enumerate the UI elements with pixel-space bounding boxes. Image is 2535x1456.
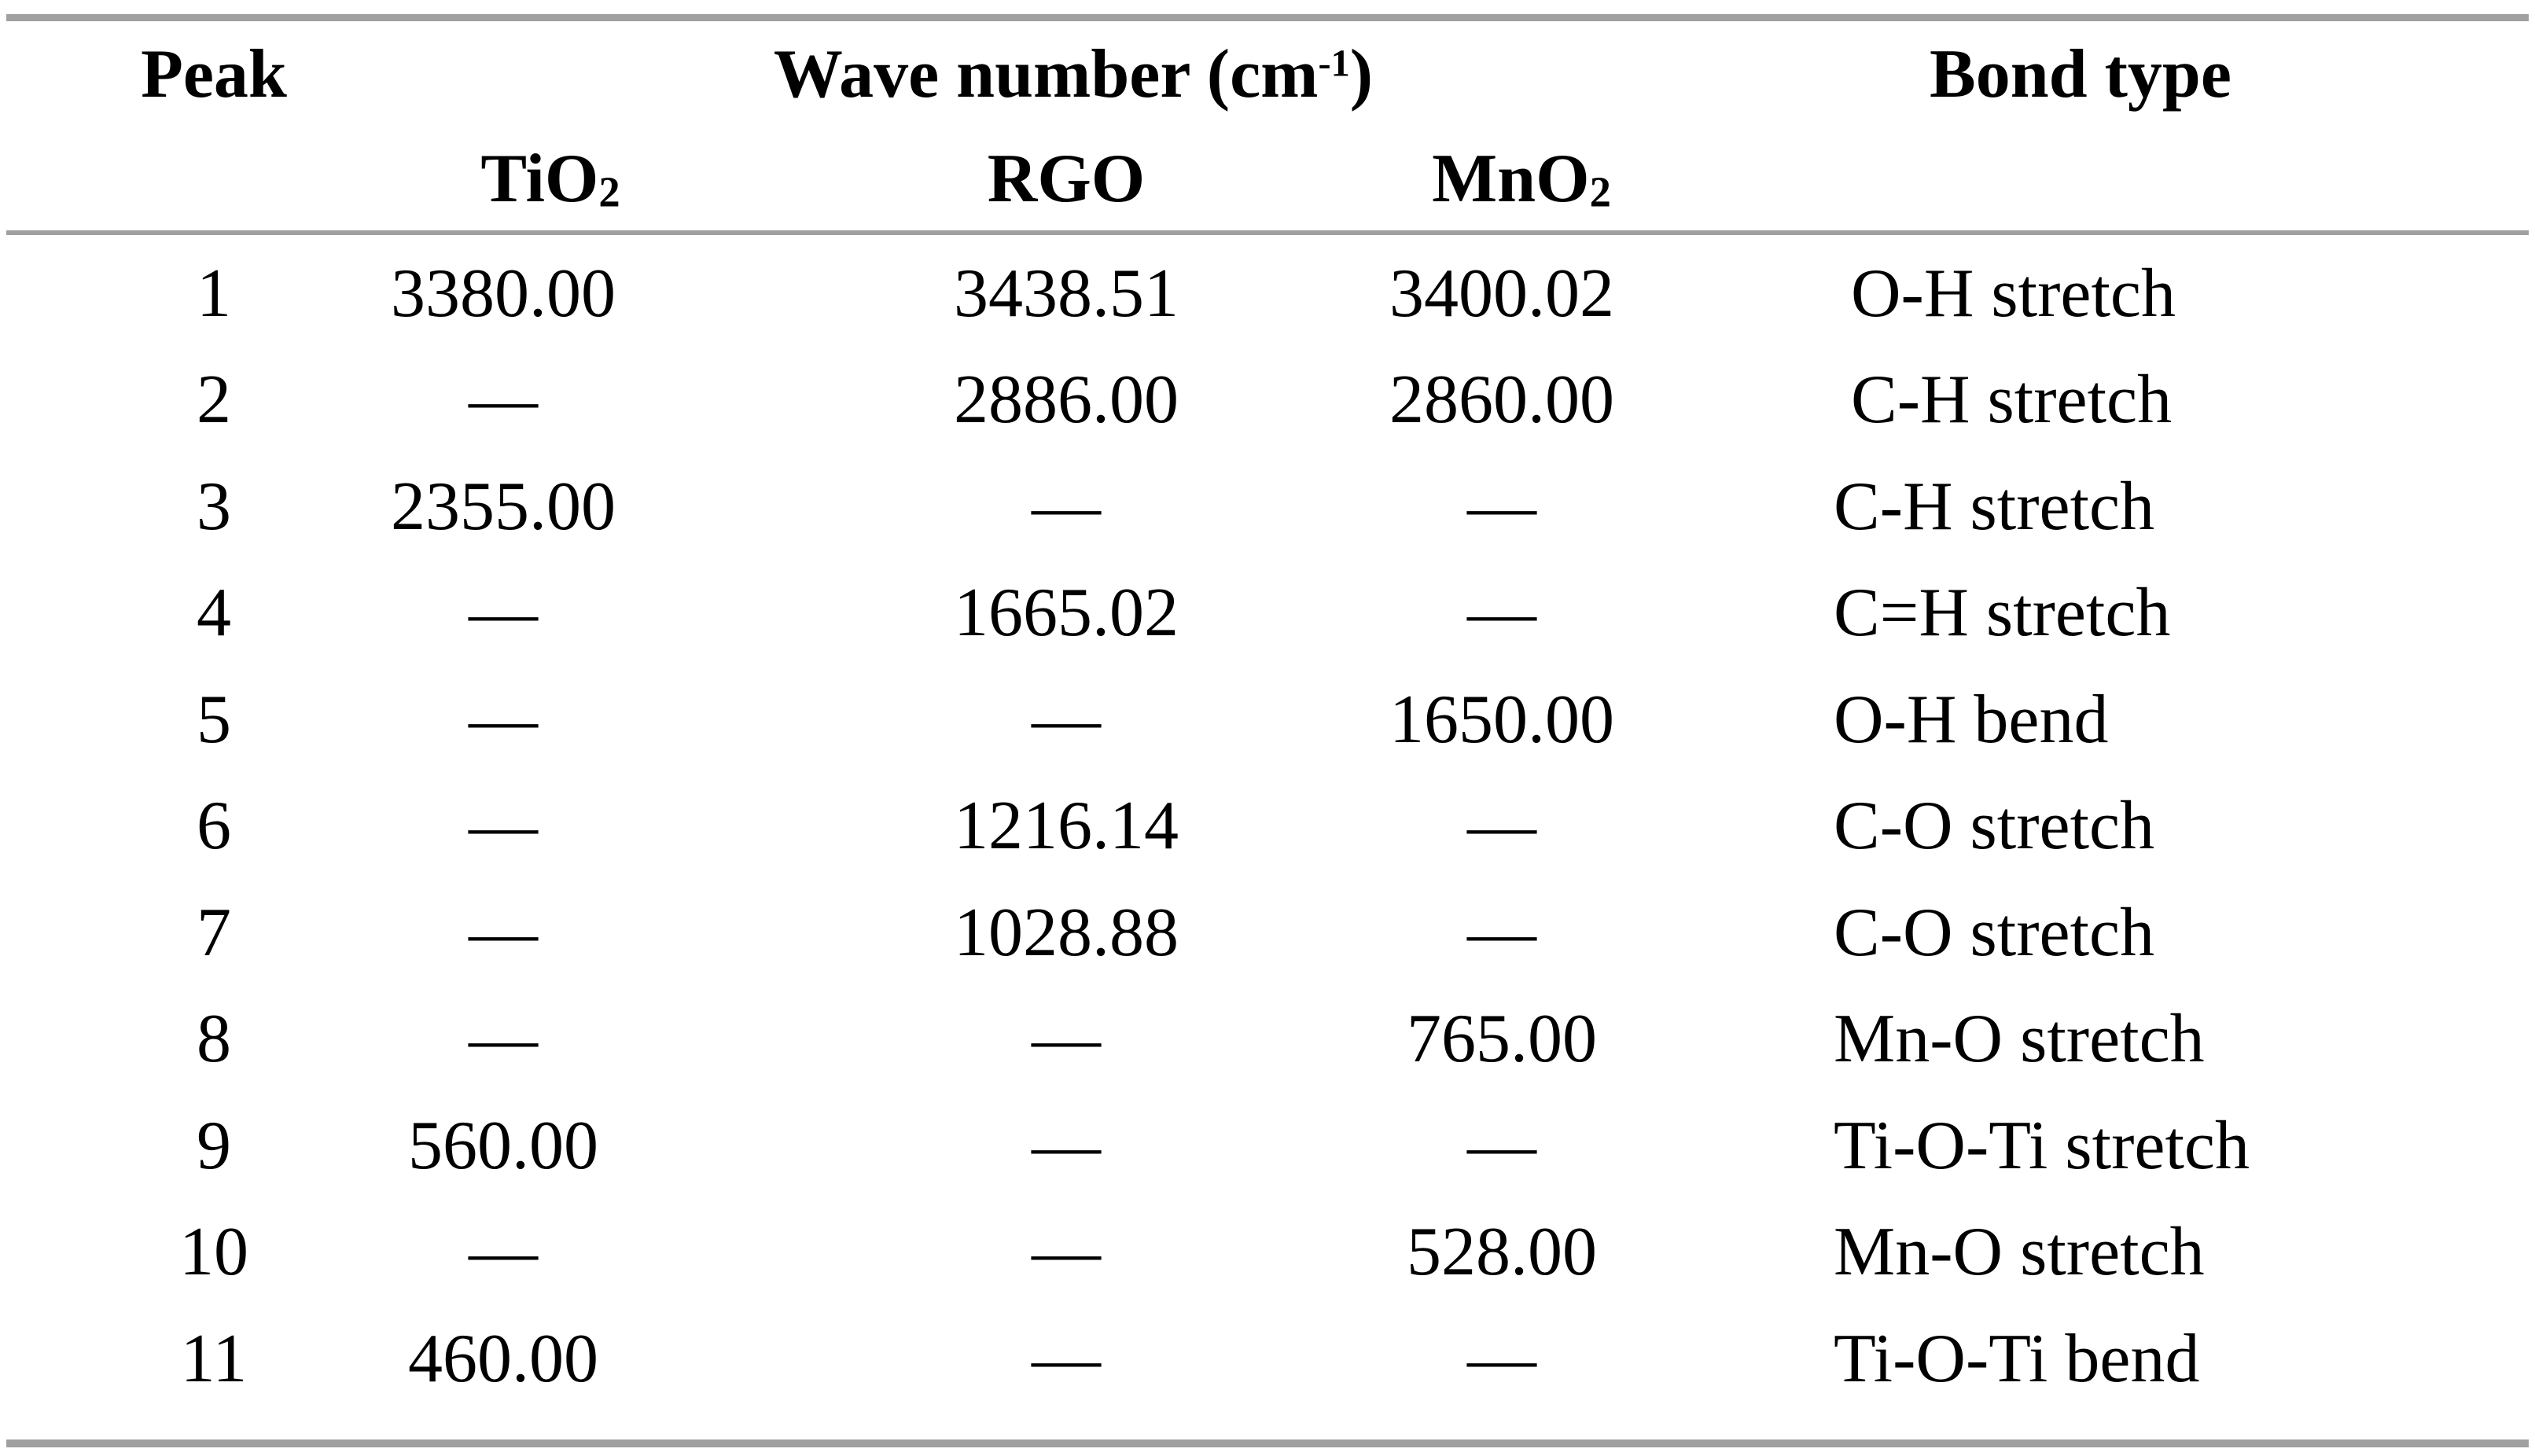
- peak-number: 4: [197, 575, 231, 652]
- rgo-wavenumber: —: [1032, 1001, 1101, 1078]
- bond-type-value: C-O stretch: [1834, 894, 2155, 971]
- table-row: 2 — 2886.00 2860.00 C-H stretch: [0, 347, 2535, 454]
- table-row: 3 2355.00 — — C-H stretch: [0, 454, 2535, 561]
- peak-number: 3: [197, 468, 231, 545]
- rgo-wavenumber: 1028.88: [954, 894, 1179, 971]
- tio2-formula: TiO: [480, 140, 599, 217]
- rgo-wavenumber: 1665.02: [954, 575, 1179, 652]
- tio2-wavenumber: —: [469, 1214, 538, 1291]
- tio2-wavenumber: —: [469, 894, 538, 971]
- rgo-wavenumber: —: [1032, 468, 1101, 545]
- tio2-wavenumber: —: [469, 575, 538, 652]
- table-top-border: [6, 14, 2529, 21]
- table-row: 4 — 1665.02 — C=H stretch: [0, 561, 2535, 667]
- peak-number: 6: [197, 788, 231, 865]
- wave-number-header-close: ): [1349, 36, 1374, 112]
- peak-column-header: Peak: [141, 36, 287, 112]
- bond-type-value: C-O stretch: [1834, 788, 2155, 865]
- tio2-subscript: 2: [598, 167, 620, 216]
- table-body: 1 3380.00 3438.51 3400.02 O-H stretch 2 …: [0, 235, 2535, 1413]
- mno2-wavenumber: —: [1467, 1320, 1536, 1397]
- rgo-wavenumber: —: [1032, 1320, 1101, 1397]
- tio2-wavenumber: 560.00: [408, 1107, 598, 1184]
- table-row: 11 460.00 — — Ti-O-Ti bend: [0, 1306, 2535, 1413]
- tio2-wavenumber: —: [469, 681, 538, 758]
- table-row: 1 3380.00 3438.51 3400.02 O-H stretch: [0, 241, 2535, 347]
- table-row: 5 — — 1650.00 O-H bend: [0, 667, 2535, 774]
- rgo-wavenumber: 3438.51: [954, 255, 1179, 332]
- tio2-wavenumber: —: [469, 362, 538, 439]
- mno2-column-header: MnO2: [1317, 144, 1726, 216]
- wave-number-superscript: -1: [1318, 42, 1350, 85]
- mno2-wavenumber: —: [1467, 894, 1536, 971]
- wave-number-header: Wave number (cm-1): [680, 40, 1466, 109]
- mno2-wavenumber: —: [1467, 1107, 1536, 1184]
- bond-type-value: C=H stretch: [1834, 575, 2171, 652]
- tio2-wavenumber: —: [469, 1001, 538, 1078]
- mno2-wavenumber: —: [1467, 575, 1536, 652]
- peak-number: 2: [197, 362, 231, 439]
- bond-type-value: Ti-O-Ti bend: [1834, 1320, 2200, 1397]
- tio2-wavenumber: 460.00: [408, 1320, 598, 1397]
- peak-number: 10: [179, 1214, 248, 1291]
- wave-number-header-text: Wave number (cm: [773, 36, 1319, 112]
- table-row: 6 — 1216.14 — C-O stretch: [0, 774, 2535, 881]
- bond-type-value: O-H stretch: [1834, 255, 2176, 332]
- mno2-wavenumber: —: [1467, 468, 1536, 545]
- peak-number: 7: [197, 894, 231, 971]
- bond-type-value: Mn-O stretch: [1834, 1214, 2205, 1291]
- mno2-wavenumber: 1650.00: [1389, 681, 1614, 758]
- rgo-wavenumber: —: [1032, 681, 1101, 758]
- mno2-wavenumber: 3400.02: [1389, 255, 1614, 332]
- peak-number: 8: [197, 1001, 231, 1078]
- mno2-subscript: 2: [1589, 167, 1611, 216]
- peak-number: 5: [197, 681, 231, 758]
- tio2-wavenumber: —: [469, 788, 538, 865]
- rgo-wavenumber: 1216.14: [954, 788, 1179, 865]
- mno2-wavenumber: 528.00: [1407, 1214, 1597, 1291]
- table-row: 8 — — 765.00 Mn-O stretch: [0, 987, 2535, 1094]
- rgo-wavenumber: —: [1032, 1107, 1101, 1184]
- bond-type-value: Mn-O stretch: [1834, 1001, 2205, 1078]
- bond-type-value: C-H stretch: [1834, 362, 2173, 439]
- rgo-wavenumber: 2886.00: [954, 362, 1179, 439]
- bond-type-value: O-H bend: [1834, 681, 2109, 758]
- bond-type-value: Ti-O-Ti stretch: [1834, 1107, 2250, 1184]
- mno2-wavenumber: 2860.00: [1389, 362, 1614, 439]
- mno2-wavenumber: 765.00: [1407, 1001, 1597, 1078]
- tio2-wavenumber: 3380.00: [391, 255, 616, 332]
- peak-number: 11: [180, 1320, 248, 1397]
- tio2-wavenumber: 2355.00: [391, 468, 616, 545]
- table-row: 7 — 1028.88 — C-O stretch: [0, 880, 2535, 987]
- peak-number: 1: [197, 255, 231, 332]
- bond-type-column-header: Bond type: [1930, 36, 2231, 112]
- table-row: 9 560.00 — — Ti-O-Ti stretch: [0, 1093, 2535, 1200]
- tio2-column-header: TiO2: [377, 144, 723, 216]
- mno2-wavenumber: —: [1467, 788, 1536, 865]
- rgo-column-header: RGO: [987, 141, 1146, 217]
- table-row: 10 — — 528.00 Mn-O stretch: [0, 1200, 2535, 1307]
- mno2-formula: MnO: [1432, 140, 1590, 217]
- peak-number: 9: [197, 1107, 231, 1184]
- rgo-wavenumber: —: [1032, 1214, 1101, 1291]
- header-separator-border: [6, 230, 2529, 235]
- bond-type-value: C-H stretch: [1834, 468, 2155, 545]
- table-bottom-border: [6, 1439, 2529, 1447]
